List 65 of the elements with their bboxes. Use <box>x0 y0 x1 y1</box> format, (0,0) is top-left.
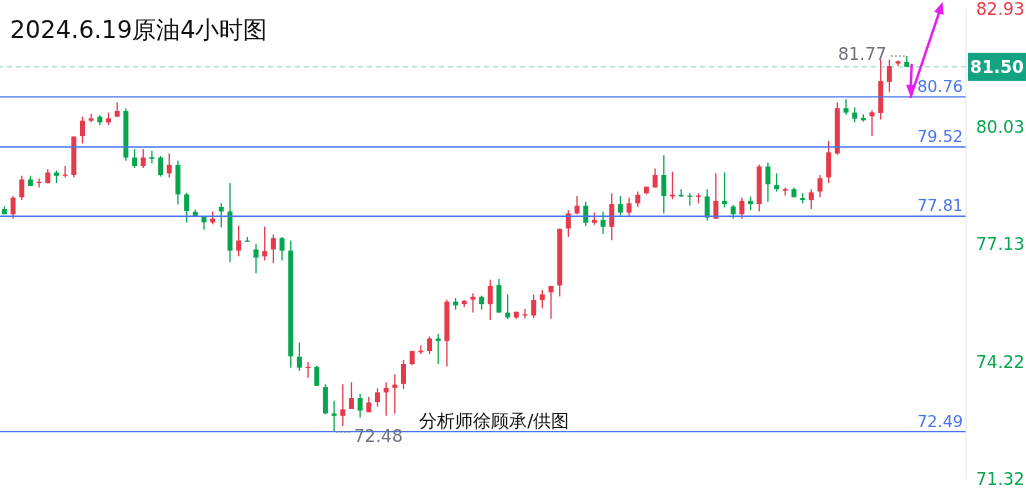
candlestick <box>539 289 545 309</box>
candlestick <box>470 292 476 314</box>
ref-line-label: 72.49 <box>917 411 963 431</box>
candlestick <box>626 197 632 217</box>
candlestick <box>531 294 537 319</box>
candlestick <box>886 58 892 93</box>
candlestick <box>236 224 242 257</box>
y-tick-label: 74.22 <box>976 351 1025 372</box>
candlestick <box>218 202 224 228</box>
candlestick <box>401 359 407 390</box>
candlestick <box>19 175 25 201</box>
candlestick <box>331 400 337 433</box>
candlestick <box>184 192 190 223</box>
candlestick <box>253 243 259 274</box>
candlestick <box>140 148 146 169</box>
candlestick <box>262 225 268 262</box>
candlestick <box>149 150 155 164</box>
ref-line-label: 77.81 <box>917 196 963 216</box>
y-tick-label: 77.13 <box>976 233 1025 254</box>
candlestick <box>817 174 823 198</box>
candlestick <box>548 285 554 320</box>
annotation: 分析师徐顾承/供图 <box>419 408 570 433</box>
candlestick <box>869 109 875 137</box>
candlestick <box>201 215 207 231</box>
candlestick <box>617 195 623 217</box>
candlestick <box>10 195 16 220</box>
candlestick <box>600 211 606 235</box>
candlestick <box>357 393 363 419</box>
chart-title: 2024.6.19原油4小时图 <box>10 15 268 45</box>
y-tick-label: 80.03 <box>976 116 1025 137</box>
candlestick <box>132 148 138 169</box>
candlestick <box>808 188 814 210</box>
candlestick <box>392 373 398 415</box>
annotation: 81.77 <box>837 44 887 65</box>
candlestick <box>765 161 771 203</box>
candlestick <box>79 116 85 145</box>
ref-line-label: 81.50 <box>970 57 1025 78</box>
candlestick <box>314 365 320 387</box>
candlestick <box>158 155 164 178</box>
candlestick <box>704 188 710 222</box>
candlestick <box>574 195 580 215</box>
candlestick <box>583 201 589 227</box>
candlestick <box>739 197 745 220</box>
annotation: 72.48 <box>354 426 403 447</box>
candlestick <box>713 172 719 220</box>
candlestick <box>383 381 389 417</box>
candlestick <box>565 209 571 238</box>
candlestick <box>270 233 276 264</box>
candlestick <box>722 171 728 209</box>
candlestick <box>340 383 346 428</box>
candlestick <box>609 192 615 241</box>
candlestick <box>774 172 780 193</box>
candlestick <box>166 152 172 179</box>
candlestick <box>843 98 849 116</box>
candlestick <box>279 236 285 262</box>
ref-line-label: 79.52 <box>917 127 963 147</box>
ref-line-label: 80.76 <box>917 76 963 96</box>
candlestick <box>374 387 380 408</box>
y-tick-label: 71.32 <box>976 469 1025 490</box>
candlestick <box>661 154 667 215</box>
y-tick-label: 82.93 <box>976 0 1025 20</box>
candlestick <box>348 381 354 410</box>
candlestick <box>487 279 493 321</box>
candlestick <box>296 341 302 372</box>
candlestick <box>652 167 658 189</box>
